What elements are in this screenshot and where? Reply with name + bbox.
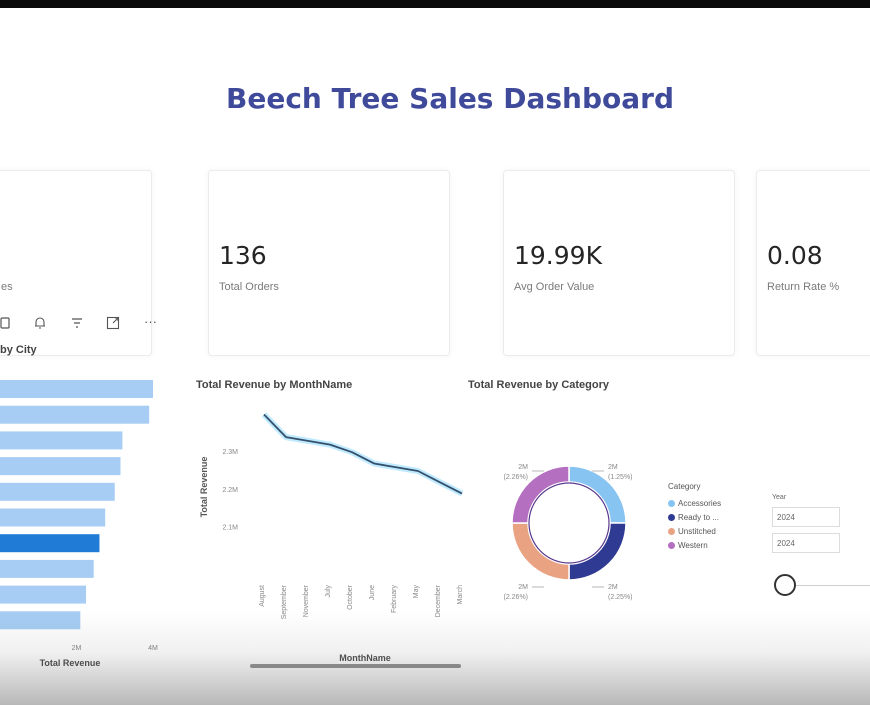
kpi-label-avg-order-value: Avg Order Value: [514, 281, 595, 293]
kpi-value-avg-order-value: 19.99K: [514, 241, 602, 270]
donut-data-label-pct: (1.25%): [608, 474, 633, 481]
legend-label-western: Western: [678, 540, 708, 550]
month-y-tick: 2.2M: [222, 487, 238, 494]
city-bar[interactable]: [0, 482, 115, 501]
city-bar[interactable]: [0, 611, 81, 630]
copy-icon[interactable]: [0, 316, 12, 333]
month-x-tick: March: [457, 585, 464, 605]
legend-label-unstitched: Unstitched: [678, 526, 716, 536]
kpi-value-return-rate: 0.08: [767, 241, 823, 270]
month-revenue-line-glow: [261, 412, 464, 497]
donut-data-label-value: 2M: [608, 464, 618, 471]
year-slicer-track[interactable]: [796, 585, 870, 586]
legend-dot-unstitched: [668, 527, 675, 535]
kpi-value-total-orders: 136: [219, 241, 267, 270]
dashboard-title: Beech Tree Sales Dashboard: [226, 82, 674, 115]
kpi-card-return-rate[interactable]: 0.08 Return Rate %: [756, 170, 870, 356]
month-x-tick: November: [303, 584, 310, 617]
kpi-card-avg-order-value[interactable]: 19.99K Avg Order Value: [503, 170, 735, 356]
kpi-label-total-orders: Total Orders: [219, 281, 279, 293]
month-revenue-line-chart: 2.3M 2.2M 2.1M Total Revenue August September…: [199, 412, 464, 663]
year-slicer-handle[interactable]: [774, 574, 796, 596]
legend-label-ready-to: Ready to ...: [678, 512, 719, 522]
month-x-tick: February: [391, 585, 398, 614]
month-x-tick: August: [259, 585, 266, 607]
year-slicer-label: Year: [772, 494, 787, 501]
donut-inner-ring: [528, 482, 610, 564]
category-legend: Category Accessories Ready to ... Unstit…: [668, 482, 721, 552]
legend-item-accessories[interactable]: Accessories: [668, 496, 721, 510]
month-x-tick: July: [325, 585, 332, 598]
legend-item-unstitched[interactable]: Unstitched: [668, 524, 721, 538]
legend-dot-ready-to: [668, 513, 675, 521]
city-x-tick: 2M: [72, 645, 82, 652]
city-revenue-bar-chart: 2M 4M Total Revenue: [0, 380, 158, 668]
filter-icon[interactable]: [70, 316, 84, 333]
month-x-axis-title: MonthName: [339, 653, 391, 663]
legend-title: Category: [668, 482, 701, 491]
kpi-card-total-orders[interactable]: 136 Total Orders: [208, 170, 450, 356]
kpi-card-partial[interactable]: es: [0, 170, 152, 356]
month-y-axis-title: Total Revenue: [199, 457, 209, 518]
year-slicer-start-input[interactable]: 2024: [772, 507, 840, 527]
legend-dot-western: [668, 541, 675, 549]
city-bar[interactable]: [0, 559, 94, 578]
month-x-tick: May: [413, 585, 420, 599]
donut-slice[interactable]: [511, 465, 570, 524]
month-y-tick: 2.1M: [222, 524, 238, 531]
year-slicer: Year 2024 2024: [772, 494, 870, 596]
legend-label-accessories: Accessories: [678, 498, 722, 508]
category-revenue-donut-chart: 2M (1.25%) 2M (2.25%) 2M (2.26%) 2M (2.26%): [503, 464, 633, 601]
month-chart-title: Total Revenue by MonthName: [196, 379, 353, 391]
kpi-label-partial: es: [1, 281, 13, 293]
city-bar[interactable]: [0, 585, 87, 604]
category-chart-title: Total Revenue by Category: [468, 379, 609, 391]
month-x-tick: December: [435, 584, 442, 617]
city-x-tick: 4M: [148, 645, 158, 652]
donut-data-label-value: 2M: [608, 584, 618, 591]
donut-data-label-pct: (2.25%): [608, 594, 633, 601]
legend-item-western[interactable]: Western: [668, 538, 721, 552]
city-bar[interactable]: [0, 405, 150, 424]
city-x-axis-title: Total Revenue: [40, 658, 101, 668]
city-bar[interactable]: [0, 431, 123, 450]
horizontal-scrollbar[interactable]: [250, 664, 461, 668]
month-x-tick: June: [369, 585, 376, 600]
city-bar[interactable]: [0, 457, 121, 476]
donut-data-label-pct: (2.26%): [503, 594, 528, 601]
window-top-bar: [0, 0, 870, 8]
legend-dot-accessories: [668, 499, 675, 507]
city-bar[interactable]: [0, 508, 106, 527]
focus-mode-icon[interactable]: [106, 316, 120, 333]
city-bar[interactable]: [0, 380, 153, 398]
month-x-tick: October: [347, 584, 354, 610]
donut-data-label-value: 2M: [518, 584, 528, 591]
donut-data-label-value: 2M: [518, 464, 528, 471]
legend-item-ready-to[interactable]: Ready to ...: [668, 510, 721, 524]
month-y-tick: 2.3M: [222, 449, 238, 456]
city-chart-title: by City: [0, 344, 37, 356]
kpi-label-return-rate: Return Rate %: [767, 281, 840, 293]
year-slicer-end-input[interactable]: 2024: [772, 533, 840, 553]
more-options-icon[interactable]: ···: [144, 314, 157, 329]
month-revenue-line[interactable]: [263, 413, 463, 495]
city-bar[interactable]: [0, 534, 100, 553]
bell-icon[interactable]: [33, 316, 47, 333]
month-x-tick: September: [281, 584, 288, 619]
donut-data-label-pct: (2.26%): [503, 474, 528, 481]
